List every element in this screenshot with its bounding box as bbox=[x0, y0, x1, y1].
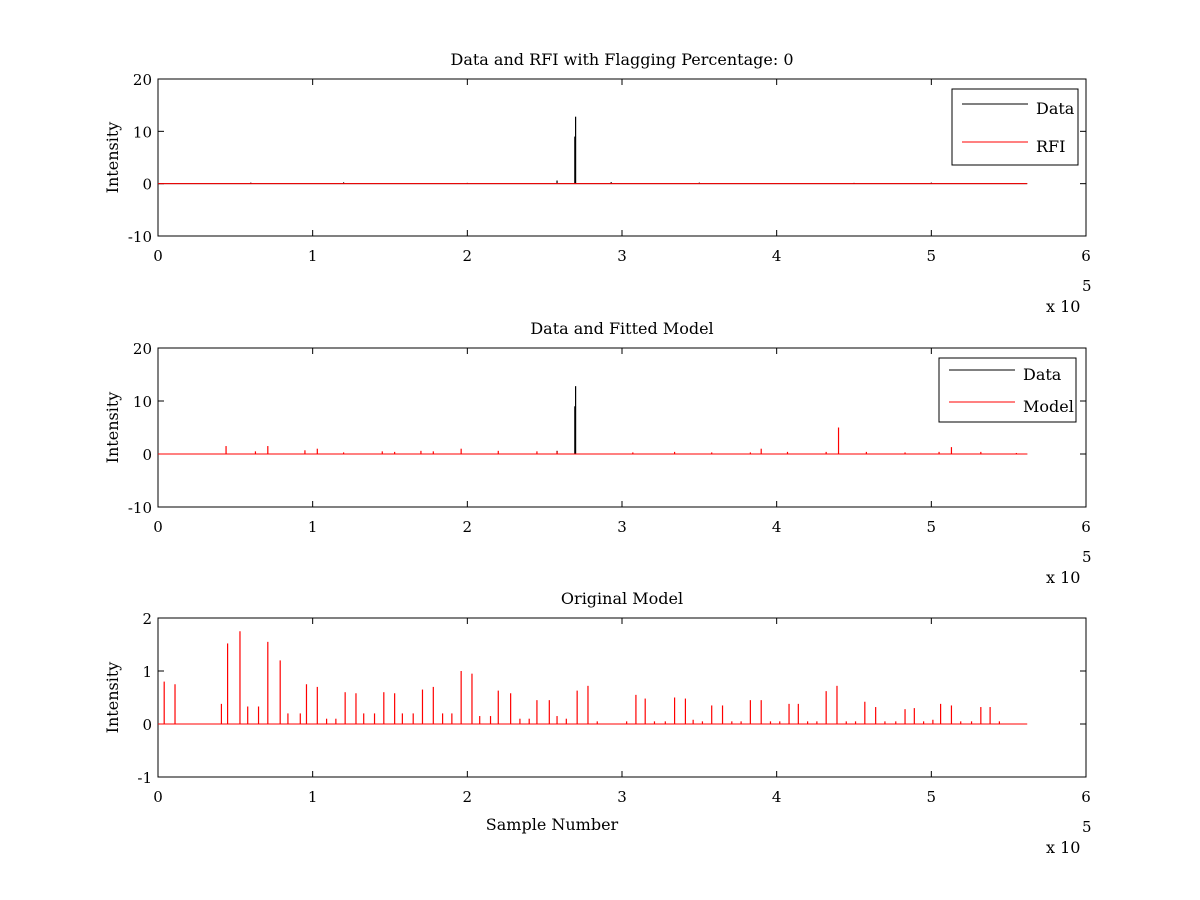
y-tick-label: 1 bbox=[142, 663, 152, 681]
y-tick-label: 0 bbox=[142, 716, 152, 734]
x-tick-label: 2 bbox=[463, 247, 473, 265]
y-tick-label: -1 bbox=[137, 769, 152, 787]
y-tick-label: 10 bbox=[133, 393, 152, 411]
x-multiplier-base: x 10 bbox=[1046, 838, 1080, 857]
chart-title: Original Model bbox=[561, 589, 683, 608]
y-tick-label: 20 bbox=[133, 71, 152, 89]
x-tick-label: 6 bbox=[1081, 788, 1091, 806]
y-tick-label: -10 bbox=[128, 499, 152, 517]
legend-box bbox=[938, 357, 1077, 423]
x-tick-label: 3 bbox=[617, 247, 627, 265]
x-tick-label: 1 bbox=[308, 247, 318, 265]
x-tick-label: 3 bbox=[617, 518, 627, 536]
y-tick-label: 0 bbox=[142, 446, 152, 464]
axes-box bbox=[157, 78, 1087, 237]
legend-entry: Data bbox=[1036, 99, 1075, 118]
x-tick-label: 0 bbox=[153, 247, 163, 265]
x-tick-label: 0 bbox=[153, 518, 163, 536]
x-multiplier-exponent: 5 bbox=[1082, 548, 1092, 566]
legend-entry: Model bbox=[1023, 397, 1074, 416]
chart-title: Data and RFI with Flagging Percentage: 0 bbox=[450, 50, 793, 69]
x-tick-label: 5 bbox=[927, 788, 937, 806]
x-tick-label: 3 bbox=[617, 788, 627, 806]
x-tick-label: 4 bbox=[772, 518, 782, 536]
y-tick-label: 0 bbox=[142, 176, 152, 194]
x-multiplier-base: x 10 bbox=[1046, 568, 1080, 587]
legend-entry: RFI bbox=[1036, 137, 1065, 156]
x-multiplier-base: x 10 bbox=[1046, 297, 1080, 316]
x-tick-label: 2 bbox=[463, 518, 473, 536]
y-axis-label: Intensity bbox=[103, 662, 122, 734]
x-multiplier-exponent: 5 bbox=[1082, 277, 1092, 295]
subplot-data-and-rfi: Data and RFI with Flagging Percentage: 0… bbox=[103, 50, 1092, 316]
legend-entry: Data bbox=[1023, 365, 1062, 384]
x-tick-label: 6 bbox=[1081, 518, 1091, 536]
y-axis-label: Intensity bbox=[103, 392, 122, 464]
series-model bbox=[158, 631, 1028, 725]
series-data bbox=[158, 386, 1028, 455]
x-tick-label: 2 bbox=[463, 788, 473, 806]
y-tick-label: 10 bbox=[133, 123, 152, 141]
legend-box bbox=[951, 88, 1079, 166]
y-tick-label: -10 bbox=[128, 228, 152, 246]
axes-box bbox=[157, 617, 1087, 778]
x-tick-label: 4 bbox=[772, 788, 782, 806]
x-tick-label: 1 bbox=[308, 788, 318, 806]
chart-title: Data and Fitted Model bbox=[530, 319, 713, 338]
x-multiplier-exponent: 5 bbox=[1082, 818, 1092, 836]
legend: Data RFI bbox=[951, 88, 1079, 166]
series-model bbox=[158, 427, 1028, 455]
x-axis-label: Sample Number bbox=[486, 815, 619, 834]
x-tick-label: 6 bbox=[1081, 247, 1091, 265]
legend: Data Model bbox=[938, 357, 1077, 423]
series-data bbox=[158, 116, 1028, 185]
x-tick-label: 5 bbox=[927, 247, 937, 265]
x-tick-label: 5 bbox=[927, 518, 937, 536]
y-tick-label: 20 bbox=[133, 340, 152, 358]
y-axis-label: Intensity bbox=[103, 122, 122, 194]
x-tick-label: 0 bbox=[153, 788, 163, 806]
x-tick-label: 1 bbox=[308, 518, 318, 536]
y-tick-label: 2 bbox=[142, 610, 152, 628]
x-tick-label: 4 bbox=[772, 247, 782, 265]
